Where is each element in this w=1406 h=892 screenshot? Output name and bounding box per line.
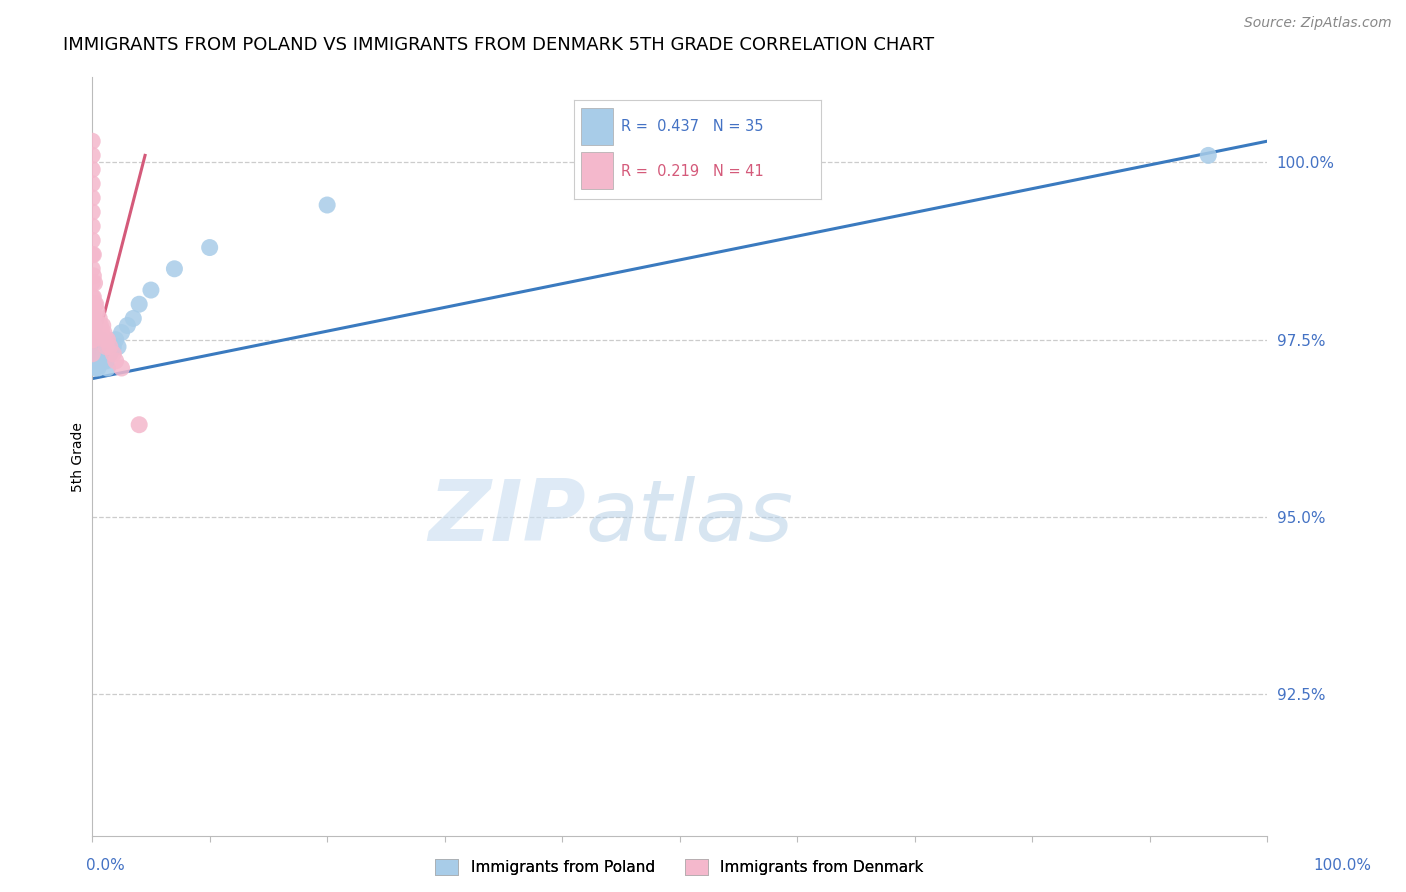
Point (93, 340, 115, 354)
Point (82, 205, 104, 219)
Point (89, 311, 111, 326)
Point (82, 290, 104, 304)
Point (91, 318, 114, 333)
Point (107, 340, 129, 354)
Point (94, 347, 117, 361)
Point (82, 234, 104, 248)
Point (89, 333, 111, 347)
Point (82, 177, 104, 191)
Point (103, 347, 125, 361)
Point (90, 326, 112, 340)
Point (83, 333, 105, 347)
Point (96, 333, 118, 347)
Point (82, 247, 104, 261)
Point (110, 326, 132, 340)
Point (117, 318, 139, 333)
Point (83, 318, 105, 333)
Point (128, 297, 150, 311)
Point (89, 318, 111, 333)
Point (84, 333, 107, 347)
Text: 100.0%: 100.0% (1313, 858, 1372, 872)
Point (198, 241, 221, 255)
Point (91, 347, 114, 361)
Point (104, 333, 127, 347)
Point (84, 318, 107, 333)
Text: ZIP: ZIP (427, 475, 586, 558)
Point (139, 283, 162, 297)
Point (82, 340, 104, 354)
Point (84, 297, 107, 311)
Point (86, 304, 108, 318)
Legend: Immigrants from Poland, Immigrants from Denmark: Immigrants from Poland, Immigrants from … (429, 853, 929, 881)
Point (82, 134, 104, 148)
Point (82, 276, 104, 290)
Point (82, 290, 104, 304)
Point (82, 311, 104, 326)
Point (110, 361, 132, 376)
Point (83, 297, 105, 311)
Y-axis label: 5th Grade: 5th Grade (72, 422, 86, 491)
Point (83, 318, 105, 333)
Point (82, 347, 104, 361)
Point (82, 162, 104, 177)
Text: atlas: atlas (586, 475, 793, 558)
Point (94, 333, 117, 347)
Point (93, 326, 115, 340)
Point (83, 276, 105, 290)
Point (86, 340, 108, 354)
Point (163, 261, 186, 276)
Point (98, 340, 121, 354)
Point (96, 361, 118, 376)
Point (82, 148, 104, 162)
Point (128, 417, 150, 432)
Point (82, 247, 104, 261)
Point (316, 198, 339, 212)
Point (82, 333, 104, 347)
Point (86, 354, 108, 368)
Point (98, 347, 121, 361)
Point (82, 219, 104, 234)
Point (89, 340, 111, 354)
Point (84, 347, 107, 361)
Point (82, 318, 104, 333)
Point (82, 268, 104, 283)
Point (1197, 148, 1219, 162)
Point (82, 191, 104, 205)
Point (96, 340, 118, 354)
Point (82, 333, 104, 347)
Point (87, 318, 110, 333)
Point (87, 361, 110, 376)
Point (82, 311, 104, 326)
Point (87, 347, 110, 361)
Point (103, 340, 125, 354)
Text: IMMIGRANTS FROM POLAND VS IMMIGRANTS FROM DENMARK 5TH GRADE CORRELATION CHART: IMMIGRANTS FROM POLAND VS IMMIGRANTS FRO… (63, 36, 935, 54)
Point (82, 326, 104, 340)
Point (96, 354, 118, 368)
Point (82, 304, 104, 318)
Point (82, 354, 104, 368)
Point (90, 354, 112, 368)
Point (84, 361, 107, 376)
Point (82, 261, 104, 276)
Point (93, 354, 115, 368)
Point (122, 311, 145, 326)
Point (104, 354, 127, 368)
Text: 0.0%: 0.0% (86, 858, 125, 872)
Text: Source: ZipAtlas.com: Source: ZipAtlas.com (1244, 16, 1392, 29)
